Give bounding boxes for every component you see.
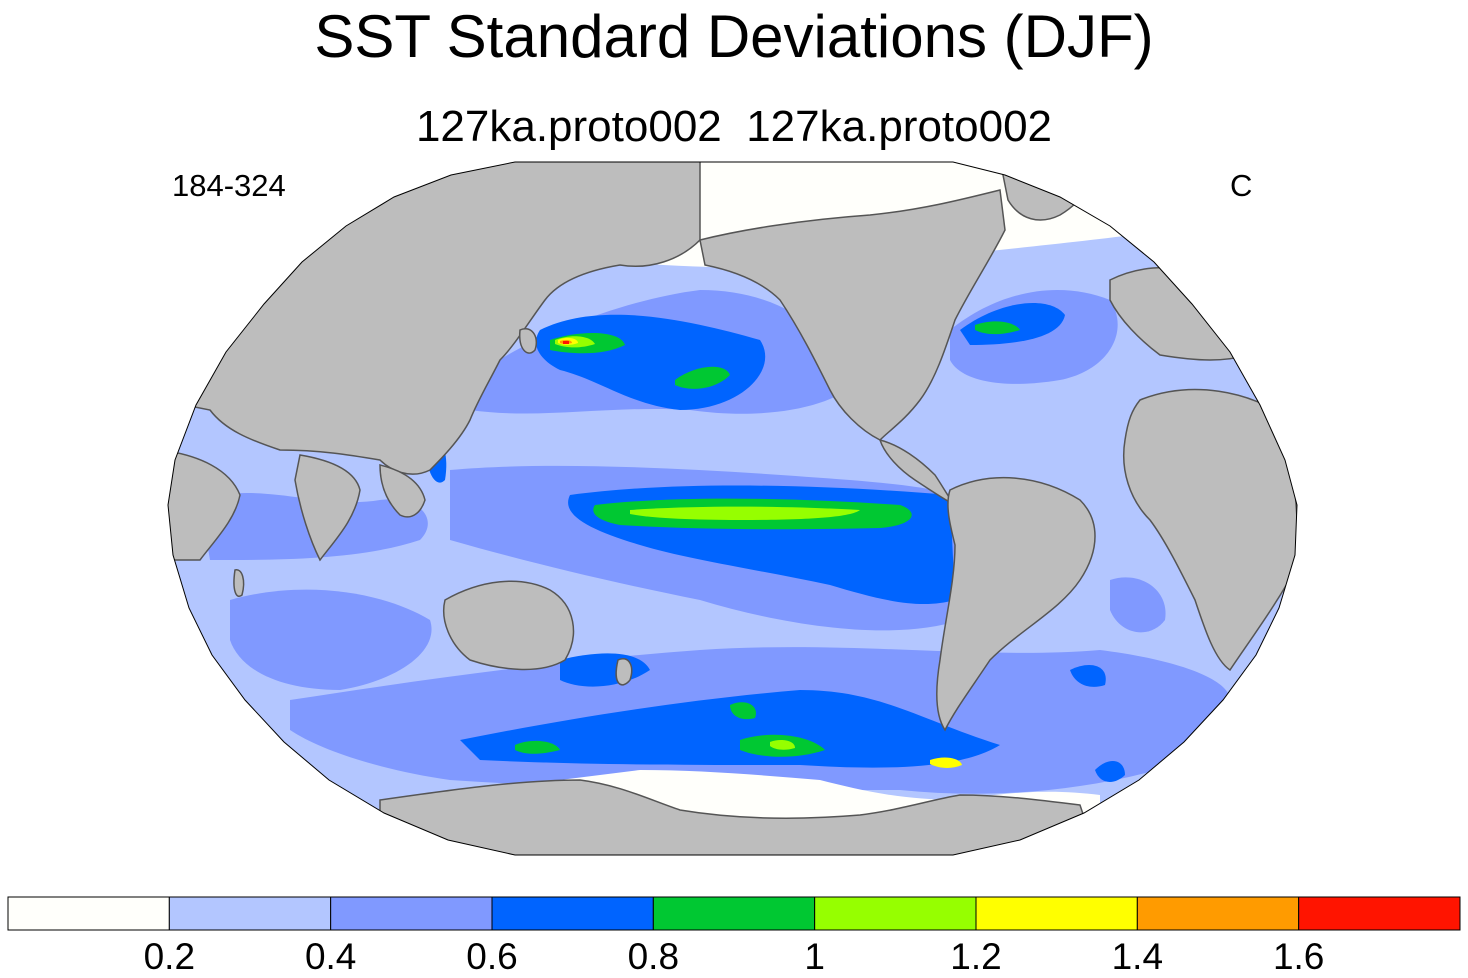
colorbar-tick-label: 0.2	[144, 936, 195, 977]
time-range-label: 184-324	[172, 168, 286, 203]
contour-0.4-south-indian	[230, 589, 432, 690]
land-southeast-asia	[379, 464, 426, 518]
contour-0.6-south-atlantic-patch	[1070, 665, 1106, 687]
colorbar-box	[652, 896, 816, 931]
colorbar-box	[7, 896, 170, 931]
colorbar-tick-label: 0.6	[466, 936, 517, 977]
figure-subtitle: 127ka.proto002 127ka.proto002	[415, 102, 1053, 151]
contour-0.8-north-pacific	[675, 366, 730, 389]
land-arabia	[168, 449, 241, 561]
land-australia	[443, 580, 575, 671]
colorbar-box	[1136, 896, 1300, 931]
colorbar-labels: 0.2 0.4 0.6 0.8 1 1.2 1.4 1.6	[144, 936, 1325, 977]
colorbar-tick-label: 0.8	[628, 936, 679, 977]
colorbar-tick-label: 1.2	[950, 936, 1001, 977]
contour-1.0-south	[770, 740, 795, 750]
colorbar-tick-label: 1.6	[1273, 936, 1324, 977]
contour-1.6-kuroshio	[563, 341, 569, 344]
colorbar-box	[168, 896, 332, 931]
colorbar-tick-label: 1.4	[1112, 936, 1163, 977]
units-label: C	[1230, 168, 1253, 203]
colorbar-boxes	[7, 896, 1461, 931]
figure-title: SST Standard Deviations (DJF)	[314, 3, 1154, 70]
colorbar-box	[491, 896, 654, 931]
colorbar-box	[330, 896, 493, 931]
colorbar-tick-label: 1	[804, 936, 825, 977]
colorbar-tick-label: 0.4	[305, 936, 356, 977]
land-japan	[519, 328, 537, 354]
contour-0.4-south-atlantic	[1110, 577, 1166, 633]
land-madagascar	[233, 569, 245, 597]
contour-1.0-equatorial	[630, 506, 860, 520]
map-outline	[167, 161, 1298, 856]
colorbar-box	[814, 896, 977, 931]
contour-0.6-southern-ocean	[460, 690, 1000, 768]
land-south-america	[935, 476, 1096, 732]
contour-0.8-gulf-stream	[975, 321, 1020, 335]
contour-0.6-weddell	[1095, 760, 1125, 782]
colorbar-box	[975, 896, 1138, 931]
land-new-zealand	[615, 658, 633, 686]
land-india	[294, 454, 361, 562]
contour-0.8-south-pacific-patch	[730, 702, 756, 720]
contour-1.2-drake	[930, 757, 962, 768]
contour-0.6-gulf-stream	[960, 303, 1065, 345]
colorbar-box	[1298, 896, 1461, 931]
contour-0.8-southern-indian	[515, 740, 560, 754]
land-antarctica	[379, 779, 1102, 855]
land-north-america	[699, 189, 1006, 441]
